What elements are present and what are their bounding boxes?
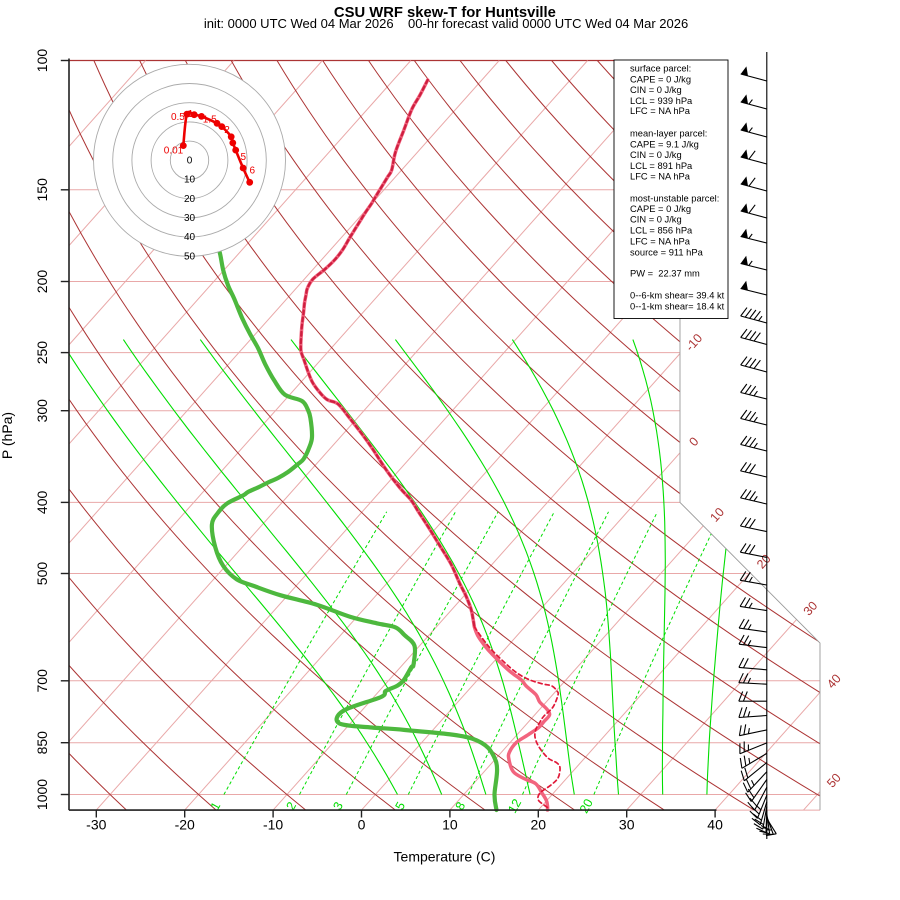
svg-text:6: 6 (250, 165, 256, 176)
svg-text:20: 20 (754, 552, 774, 572)
svg-text:250: 250 (34, 341, 50, 365)
svg-text:20: 20 (577, 797, 596, 816)
svg-text:0.5: 0.5 (171, 112, 185, 123)
svg-text:most-unstable parcel:: most-unstable parcel: (630, 194, 719, 204)
svg-text:20: 20 (531, 817, 547, 833)
svg-text:30: 30 (619, 817, 635, 833)
svg-text:mean-layer parcel:: mean-layer parcel: (630, 129, 707, 139)
svg-text:850: 850 (34, 731, 50, 755)
svg-text:0--6-km shear= 39.4 kt: 0--6-km shear= 39.4 kt (630, 291, 725, 301)
svg-text:12: 12 (505, 797, 524, 816)
svg-text:CAPE = 0 J/kg: CAPE = 0 J/kg (630, 204, 691, 214)
svg-text:300: 300 (34, 399, 50, 423)
svg-text:400: 400 (34, 491, 50, 515)
svg-text:1000: 1000 (34, 779, 50, 810)
svg-text:100: 100 (34, 49, 50, 73)
svg-text:LFC = NA hPa: LFC = NA hPa (630, 106, 691, 116)
svg-text:200: 200 (34, 270, 50, 294)
svg-text:-20: -20 (175, 817, 195, 833)
svg-text:CAPE = 9.1 J/kg: CAPE = 9.1 J/kg (630, 140, 699, 150)
svg-text:40: 40 (707, 817, 723, 833)
svg-text:LCL = 891 hPa: LCL = 891 hPa (630, 161, 693, 171)
svg-text:0: 0 (187, 155, 193, 166)
svg-text:LCL = 856 hPa: LCL = 856 hPa (630, 226, 693, 236)
svg-text:10: 10 (184, 175, 196, 186)
svg-text:CIN = 0 J/kg: CIN = 0 J/kg (630, 215, 682, 225)
svg-text:5: 5 (241, 152, 247, 163)
svg-text:40: 40 (184, 232, 196, 243)
svg-text:0--1-km shear= 18.4 kt: 0--1-km shear= 18.4 kt (630, 302, 725, 312)
svg-text:10: 10 (442, 817, 458, 833)
svg-text:0: 0 (686, 434, 701, 449)
svg-text:CSU WRF skew-T for Huntsville: CSU WRF skew-T for Huntsville (334, 5, 556, 21)
svg-text:LFC = NA hPa: LFC = NA hPa (630, 237, 691, 247)
svg-text:source = 911 hPa: source = 911 hPa (630, 248, 704, 258)
svg-text:surface parcel:: surface parcel: (630, 64, 691, 74)
svg-text:CIN = 0 J/kg: CIN = 0 J/kg (630, 85, 682, 95)
svg-text:40: 40 (824, 671, 844, 691)
svg-text:-10: -10 (683, 331, 706, 354)
svg-text:700: 700 (34, 669, 50, 693)
svg-text:Temperature (C): Temperature (C) (394, 849, 496, 865)
svg-text:LCL = 939 hPa: LCL = 939 hPa (630, 96, 693, 106)
svg-text:1: 1 (188, 109, 194, 120)
svg-text:1.5: 1.5 (203, 115, 217, 126)
svg-text:0: 0 (358, 817, 366, 833)
svg-text:CAPE = 0 J/kg: CAPE = 0 J/kg (630, 75, 691, 85)
svg-text:CIN = 0 J/kg: CIN = 0 J/kg (630, 150, 682, 160)
svg-text:150: 150 (34, 178, 50, 202)
svg-text:500: 500 (34, 562, 50, 586)
svg-text:2: 2 (224, 125, 230, 136)
svg-text:-30: -30 (86, 817, 106, 833)
svg-text:-10: -10 (263, 817, 283, 833)
svg-text:PW = 22.37 mm: PW = 22.37 mm (630, 269, 700, 279)
svg-text:10: 10 (707, 505, 727, 525)
svg-text:30: 30 (184, 213, 196, 224)
svg-text:30: 30 (801, 599, 821, 619)
svg-text:20: 20 (184, 194, 196, 205)
svg-text:init: 0000 UTC Wed 04 Mar 2026: init: 0000 UTC Wed 04 Mar 2026 00-hr for… (204, 16, 688, 31)
svg-text:LFC = NA hPa: LFC = NA hPa (630, 172, 691, 182)
svg-text:P (hPa): P (hPa) (0, 412, 15, 459)
svg-text:50: 50 (184, 251, 196, 262)
svg-text:0.01: 0.01 (164, 145, 184, 156)
svg-text:50: 50 (824, 771, 844, 791)
